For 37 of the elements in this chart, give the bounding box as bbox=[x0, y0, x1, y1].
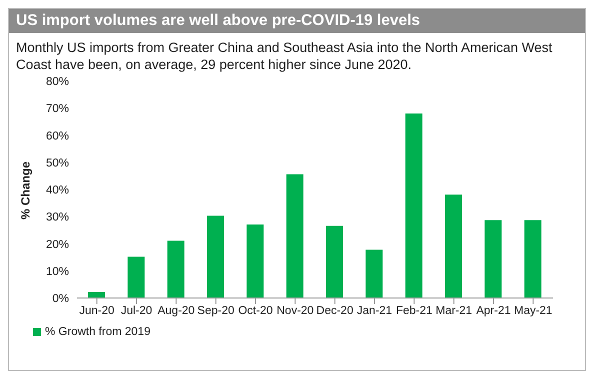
x-tick-label: Aug-20 bbox=[158, 305, 195, 318]
bar bbox=[524, 220, 542, 298]
y-tick-label: 80% bbox=[46, 76, 69, 88]
bar bbox=[286, 174, 304, 298]
y-tick-label: 40% bbox=[46, 184, 69, 197]
bar bbox=[366, 250, 383, 298]
bar bbox=[484, 220, 502, 298]
x-tick-label: Nov-20 bbox=[276, 305, 314, 318]
y-tick-label: 20% bbox=[46, 238, 69, 251]
x-tick-label: Dec-20 bbox=[316, 305, 354, 318]
x-tick-label: Jan-21 bbox=[356, 305, 392, 318]
x-tick-label: Jul-20 bbox=[120, 305, 152, 318]
bar bbox=[405, 114, 422, 298]
chart-subtitle: Monthly US imports from Greater China and Southeast Asia into the North American West Coast have been, on average, 29 percent higher since June 2020. bbox=[15, 39, 554, 73]
x-tick-label: Apr-21 bbox=[476, 305, 511, 318]
x-tick-label: Feb-21 bbox=[396, 305, 432, 318]
x-tick-label: Sep-20 bbox=[197, 305, 234, 318]
y-tick-label: 70% bbox=[46, 103, 69, 116]
bar bbox=[167, 240, 184, 298]
bar bbox=[88, 292, 105, 298]
x-tick-label: Jun-20 bbox=[79, 305, 114, 318]
legend-label: % Growth from 2019 bbox=[45, 326, 150, 338]
bar bbox=[207, 216, 224, 298]
y-tick-label: 50% bbox=[46, 157, 69, 170]
chart-title: US import volumes are well above pre-COVID-19 levels bbox=[9, 9, 585, 33]
y-tick-label: 10% bbox=[46, 266, 69, 278]
y-tick-label: 60% bbox=[46, 130, 69, 142]
y-tick-label: 30% bbox=[46, 212, 69, 224]
bar bbox=[128, 256, 145, 298]
x-tick-label: May-21 bbox=[514, 305, 552, 318]
y-tick-label: 0% bbox=[52, 293, 69, 306]
bar bbox=[246, 224, 264, 298]
x-tick-label: Oct-20 bbox=[238, 305, 273, 318]
bar bbox=[445, 194, 462, 298]
x-tick-label: Mar-21 bbox=[436, 305, 472, 318]
bar bbox=[326, 226, 343, 298]
y-axis-title: % Change bbox=[18, 161, 32, 220]
